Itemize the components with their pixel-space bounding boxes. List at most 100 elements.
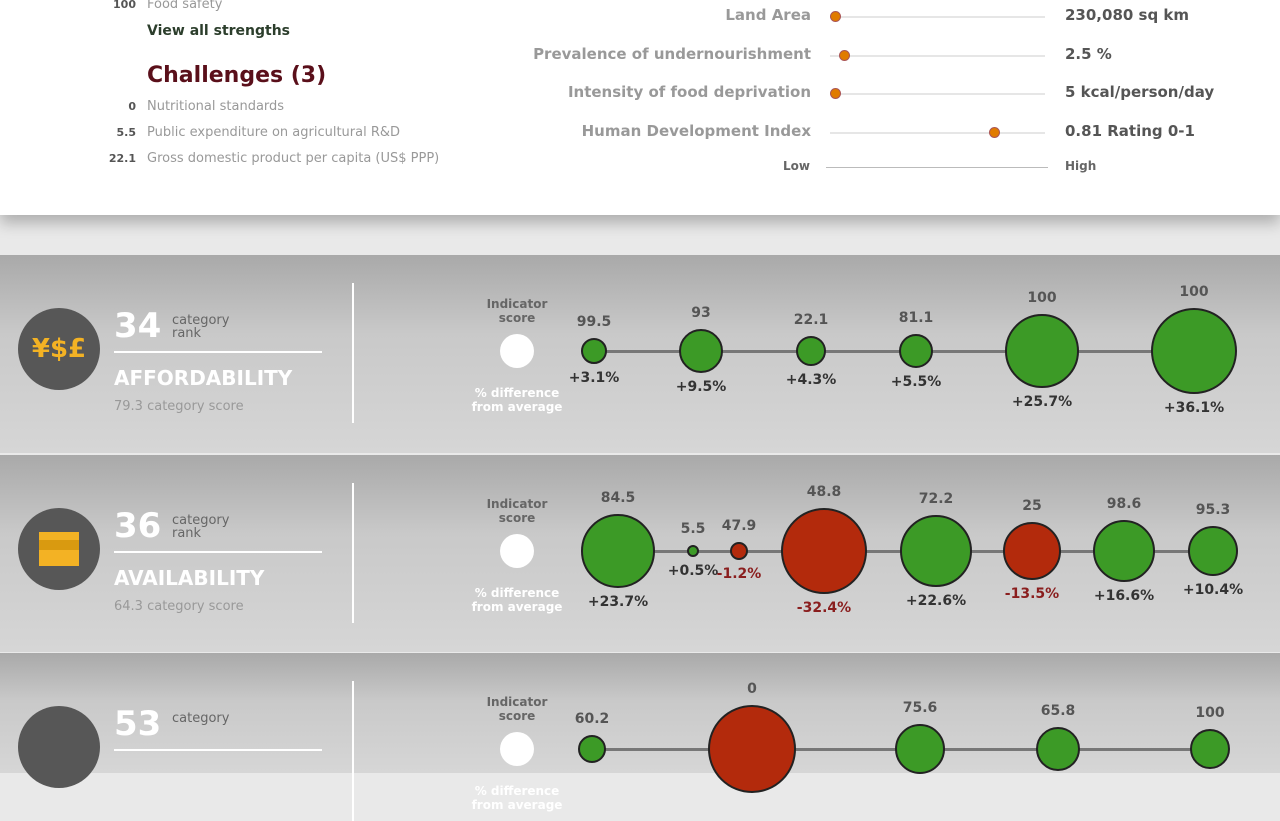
category-rank: 36 [114, 506, 162, 546]
legend-percent-difference: % difference from average [471, 586, 563, 614]
indicator-circle[interactable] [1190, 729, 1230, 769]
separator [352, 681, 354, 821]
indicator-score: 98.6 [1106, 496, 1142, 512]
indicator-value: 230,080 sq km [1065, 6, 1190, 24]
indicator-score: 48.8 [806, 484, 842, 500]
legend-percent-difference: % difference from average [471, 784, 563, 812]
percent-difference: +23.7% [587, 594, 649, 610]
legend-indicator-score: Indicator score [486, 297, 548, 325]
indicator-circle[interactable] [578, 735, 606, 763]
indicator-circle[interactable] [1003, 522, 1061, 580]
category-rank-label: category [172, 711, 230, 726]
indicator-circle[interactable] [708, 705, 796, 793]
percent-difference: +0.5% [667, 563, 719, 579]
percent-difference: +22.6% [905, 593, 967, 609]
legend-percent-difference: % difference from average [471, 386, 563, 414]
percent-difference: +25.7% [1011, 394, 1073, 410]
percent-difference: +4.3% [785, 372, 837, 388]
indicator-circle[interactable] [581, 338, 607, 364]
indicator-score: 60.2 [574, 711, 610, 727]
challenges-title: Challenges (3) [147, 63, 327, 88]
legend-circle [500, 534, 534, 568]
indicator-circle[interactable] [730, 542, 748, 560]
indicator-score: 84.5 [600, 490, 636, 506]
percent-difference: +3.1% [568, 370, 620, 386]
legend-indicator-score: Indicator score [486, 497, 548, 525]
category-rank: 53 [114, 704, 162, 744]
indicator-circle[interactable] [900, 515, 972, 587]
indicator-label: Prevalence of undernourishment [533, 44, 811, 63]
indicator-score: 47.9 [721, 518, 757, 534]
indicator-circle[interactable] [679, 329, 723, 373]
indicator-circle[interactable] [1093, 520, 1155, 582]
indicator-score: 100 [1195, 705, 1225, 721]
divider [114, 351, 322, 353]
percent-difference: -32.4% [796, 600, 852, 616]
indicator-value: 5 kcal/person/day [1065, 83, 1215, 101]
indicator-label: Land Area [725, 6, 811, 24]
category-rank-label: category rank [172, 313, 230, 341]
category-rank: 34 [114, 306, 162, 346]
quality-icon [18, 706, 100, 788]
indicator-label: Human Development Index [581, 121, 811, 140]
scale-high-label: High [1065, 159, 1097, 173]
indicator-track [830, 54, 1045, 57]
indicator-circle[interactable] [581, 514, 655, 588]
category-band-availability: 36 category rank AVAILABILITY 64.3 categ… [0, 455, 1280, 652]
indicator-track [830, 131, 1045, 134]
indicator-circle[interactable] [1188, 526, 1238, 576]
indicator-circle[interactable] [1151, 308, 1237, 394]
currency-icon: ¥$£ [18, 308, 100, 390]
indicator-score: 72.2 [918, 491, 954, 507]
category-rank-label: category rank [172, 513, 230, 541]
indicator-marker [838, 49, 850, 61]
indicator-score: 75.6 [902, 700, 938, 716]
challenge-score: 0 [128, 100, 136, 113]
strength-score: 100 [113, 0, 136, 11]
indicator-track [830, 93, 1045, 95]
indicator-score: 81.1 [898, 310, 934, 326]
indicator-track [830, 16, 1045, 18]
scale-low-label: Low [783, 159, 810, 173]
indicator-score: 100 [1179, 284, 1209, 300]
indicator-circle[interactable] [895, 724, 945, 774]
divider [114, 749, 322, 751]
indicator-marker [830, 88, 842, 99]
percent-difference: -1.2% [716, 566, 762, 582]
category-name: AFFORDABILITY [114, 366, 293, 390]
percent-difference: -13.5% [1004, 586, 1060, 602]
indicator-score: 25 [1022, 498, 1042, 514]
challenge-score: 22.1 [108, 152, 136, 165]
challenge-label: Nutritional standards [147, 99, 285, 114]
percent-difference: +10.4% [1182, 582, 1244, 598]
indicator-circle[interactable] [796, 336, 826, 366]
view-all-strengths-link[interactable]: View all strengths [147, 23, 291, 39]
category-band-affordability: ¥$£ 34 category rank AFFORDABILITY 79.3 … [0, 255, 1280, 453]
indicator-score: 65.8 [1040, 703, 1076, 719]
indicator-circle[interactable] [781, 508, 867, 594]
challenge-label: Public expenditure on agricultural R&D [147, 125, 401, 140]
strength-label: Food safety [147, 0, 223, 12]
market-stall-icon [18, 508, 100, 590]
indicator-marker [830, 11, 842, 22]
separator [352, 283, 354, 423]
separator [352, 483, 354, 623]
indicator-circle[interactable] [1005, 314, 1079, 388]
category-score: 79.3 category score [114, 399, 244, 414]
indicator-circle[interactable] [899, 334, 933, 368]
legend-circle [500, 334, 534, 368]
category-score: 64.3 category score [114, 599, 244, 614]
indicator-value: 0.81 Rating 0-1 [1065, 121, 1195, 140]
divider [114, 551, 322, 553]
indicator-circle[interactable] [687, 545, 699, 557]
indicator-marker [989, 126, 1001, 138]
percent-difference: +5.5% [890, 374, 942, 390]
indicator-score: 99.5 [576, 314, 612, 330]
legend-circle [500, 732, 534, 766]
challenge-score: 5.5 [116, 126, 137, 139]
category-band-category: 53 category Indicator score % difference… [0, 653, 1280, 821]
indicator-value: 2.5 % [1065, 44, 1112, 63]
indicator-score: 95.3 [1195, 502, 1231, 518]
indicator-circle[interactable] [1036, 727, 1080, 771]
percent-difference: +16.6% [1093, 588, 1155, 604]
